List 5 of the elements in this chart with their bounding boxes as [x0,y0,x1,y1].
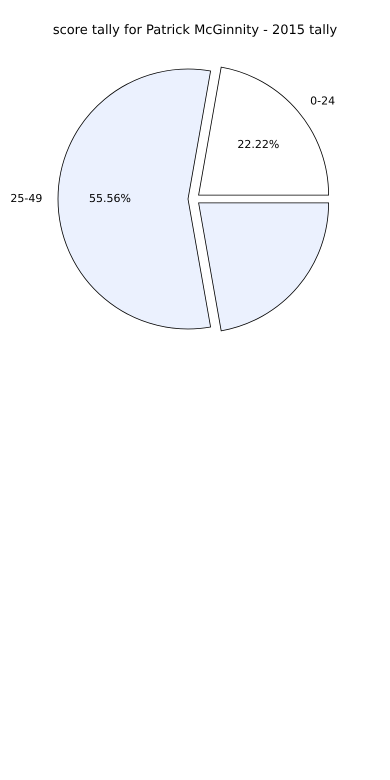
slice-label: 0-24 [310,94,336,108]
slice-label: 25-49 [10,192,42,206]
data-label: 22.22% [237,138,280,152]
data-label: 55.56% [89,192,131,206]
chart-title: score tally for Patrick McGinnity - 2015 tally [52,23,338,38]
